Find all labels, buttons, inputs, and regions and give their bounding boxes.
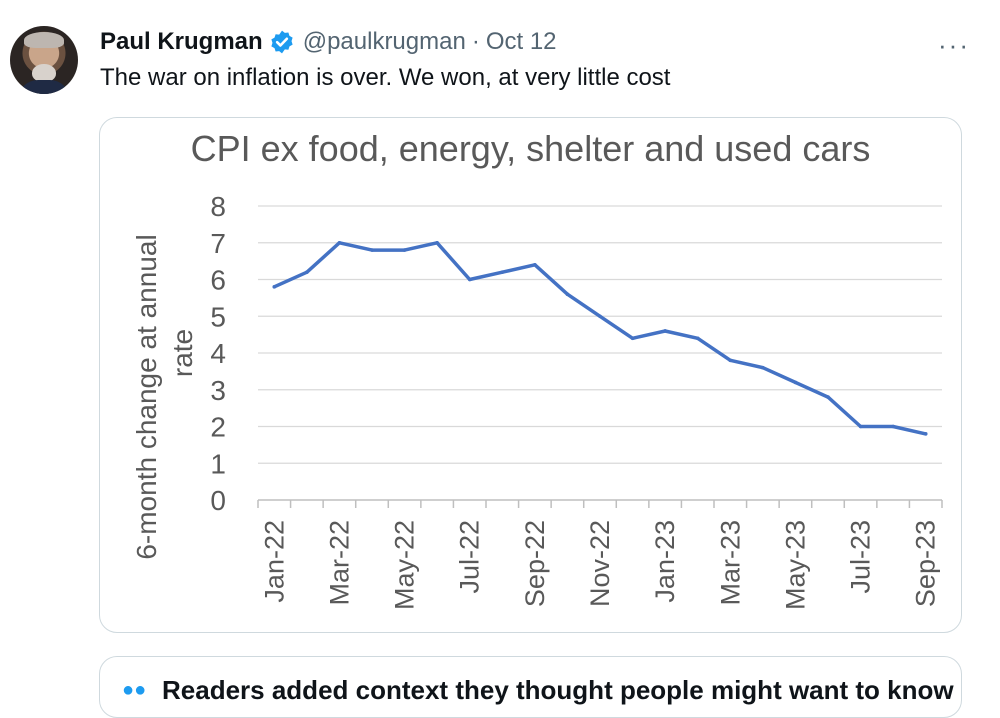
- x-tick-label: Mar-23: [715, 520, 745, 606]
- more-options-icon[interactable]: ···: [938, 30, 970, 60]
- x-tick-label: Jan-23: [650, 520, 680, 603]
- tweet-text: The war on inflation is over. We won, at…: [100, 64, 671, 91]
- data-point: [467, 277, 472, 282]
- y-tick-label: 6: [210, 265, 226, 296]
- y-tick-label: 1: [210, 448, 226, 479]
- data-point: [858, 424, 863, 429]
- author-name[interactable]: Paul Krugman: [100, 28, 263, 55]
- x-tick-label: Jan-22: [259, 520, 289, 603]
- y-tick-label: 0: [210, 485, 226, 516]
- data-point: [272, 285, 277, 289]
- line-chart: 0 1 2 3 4 5 6 7 8 Jan-22 Mar-22 May-22 Jul-22 Sep-22 N…: [131, 191, 943, 610]
- data-point: [435, 240, 439, 245]
- y-tick-label: 7: [210, 228, 226, 259]
- tweet-header: Paul Krugman @paulkrugman · Oct 12: [100, 28, 557, 56]
- data-point: [663, 329, 667, 333]
- x-tick-label: May-23: [780, 520, 810, 610]
- series-line: [272, 241, 928, 436]
- data-point: [630, 336, 635, 341]
- data-point: [761, 365, 765, 370]
- x-tick-label: Mar-22: [324, 520, 354, 606]
- avatar-hair: [24, 32, 64, 48]
- verified-badge-icon: [271, 30, 293, 54]
- chart-title: CPI ex food, energy, shelter and used ca…: [190, 128, 871, 169]
- separator: ·: [471, 28, 480, 55]
- data-point: [728, 358, 733, 363]
- data-point: [402, 248, 407, 252]
- community-note-card[interactable]: ●● Readers added context they thought pe…: [99, 656, 962, 718]
- data-point: [500, 270, 505, 274]
- data-point: [923, 432, 928, 436]
- avatar-beard: [32, 64, 56, 82]
- data-point: [565, 292, 570, 296]
- data-point: [793, 380, 798, 385]
- y-tick-label: 8: [210, 191, 226, 222]
- data-point: [533, 263, 537, 267]
- x-tick-label: May-22: [390, 520, 420, 610]
- y-tick-label: 5: [210, 301, 226, 332]
- x-tick-label: Sep-23: [911, 520, 941, 607]
- data-point: [370, 248, 374, 252]
- data-point: [337, 240, 342, 245]
- y-axis-title-line2: rate: [167, 329, 198, 377]
- y-axis-title: 6-month change at annual: [131, 234, 162, 559]
- x-tick-label: Nov-22: [585, 520, 615, 607]
- chart-image-card[interactable]: CPI ex food, energy, shelter and used ca…: [99, 117, 962, 633]
- tweet-date[interactable]: Oct 12: [485, 28, 557, 55]
- data-point: [598, 314, 602, 319]
- y-tick-label: 4: [210, 338, 226, 369]
- x-tick-label: Sep-22: [520, 520, 550, 607]
- x-tick-label: Jul-22: [455, 520, 485, 594]
- y-tick-label: 2: [210, 412, 226, 443]
- data-point: [826, 395, 830, 399]
- author-handle[interactable]: @paulkrugman: [302, 28, 466, 55]
- x-tick-label: Jul-23: [846, 520, 876, 594]
- y-tick-label: 3: [210, 375, 226, 406]
- people-icon: ●●: [122, 679, 147, 701]
- avatar-shirt: [18, 80, 70, 94]
- community-note-title: Readers added context they thought peopl…: [162, 675, 954, 705]
- data-point: [695, 336, 700, 341]
- data-point: [891, 424, 895, 429]
- data-point: [305, 270, 309, 274]
- author-avatar[interactable]: [10, 26, 78, 94]
